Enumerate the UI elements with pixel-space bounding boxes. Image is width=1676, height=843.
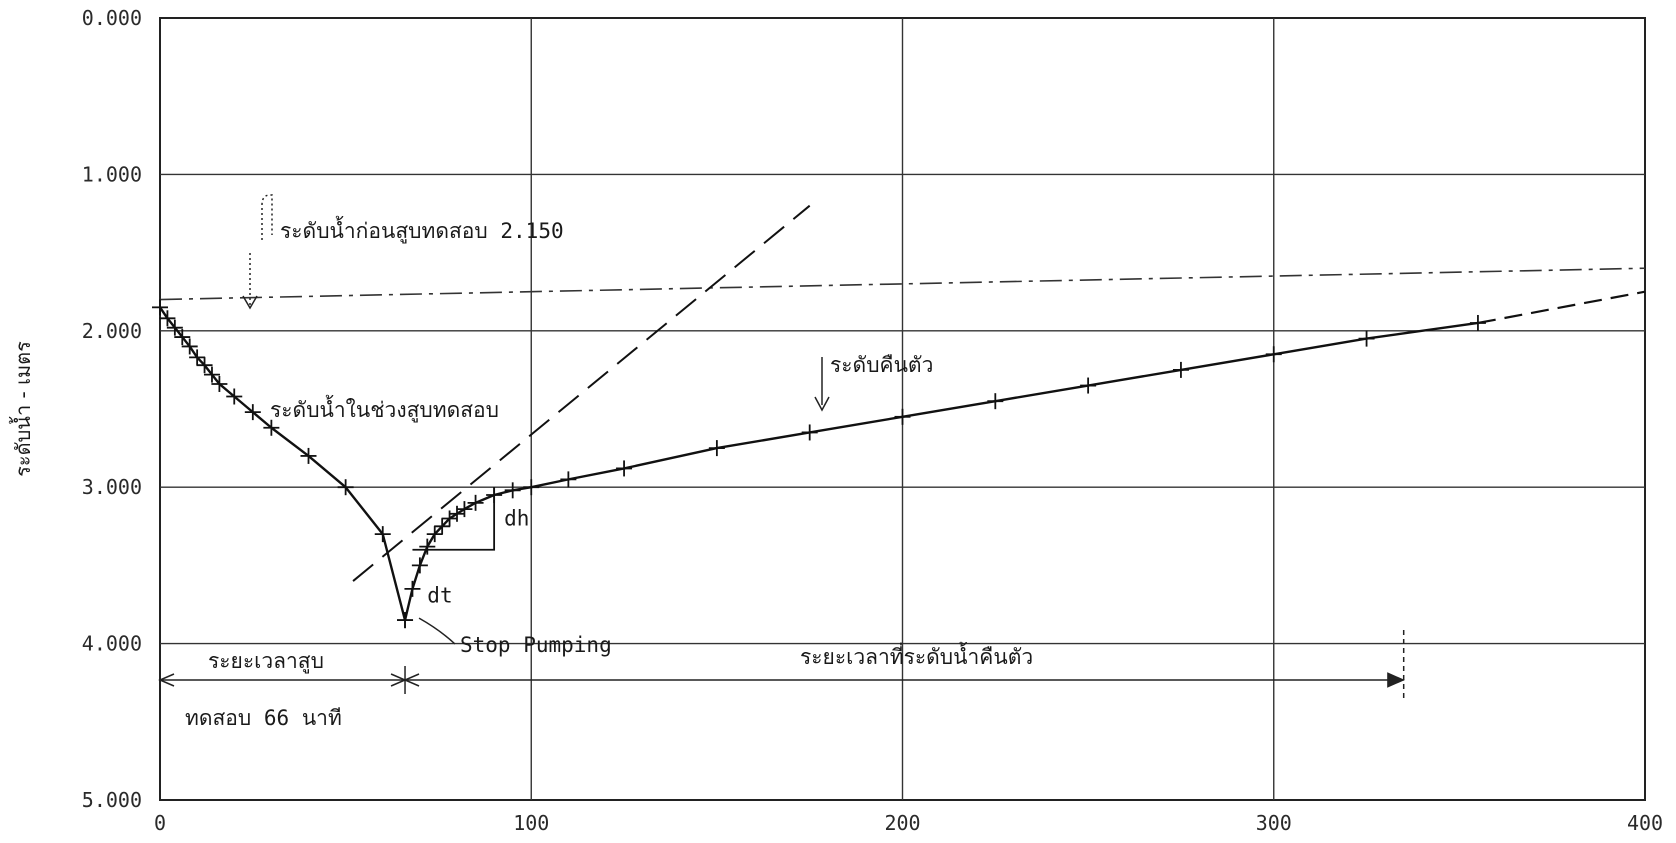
data-point [434, 518, 451, 535]
static-level-leader [261, 194, 273, 240]
y-tick-label: 2.000 [82, 319, 142, 343]
data-point [174, 329, 191, 346]
recovery-duration-label: ระยะเวลาที่ระดับน้ำคืนตัว [800, 642, 1033, 669]
stop-pumping-leader [418, 617, 456, 645]
annotations: ระดับน้ำก่อนสูบทดสอบ 2.150 ระดับน้ำในช่วง… [158, 194, 1405, 730]
y-tick-label: 5.000 [82, 788, 142, 812]
x-tick-label: 300 [1256, 811, 1292, 835]
x-tick-label: 400 [1627, 811, 1663, 835]
data-point [616, 460, 633, 477]
data-point [203, 366, 220, 383]
tangent-line [352, 204, 811, 582]
data-point [411, 557, 428, 574]
tick-labels: 0 100 200 300 400 0.000 1.000 2.000 3.000 4.000 5.… [9, 6, 1663, 835]
data-point [374, 526, 391, 543]
pumping-curve-label: ระดับน้ำในช่วงสูบทดสอบ [270, 395, 499, 423]
data-point [419, 538, 436, 555]
data-point [523, 479, 540, 496]
arrow-icon [1387, 672, 1405, 688]
arrow-icon [814, 396, 830, 412]
data-point [1080, 377, 1097, 394]
data-point [166, 319, 183, 336]
data-point [708, 440, 725, 457]
data-point [467, 494, 484, 511]
data-point [152, 299, 168, 316]
static-level-line [159, 267, 1646, 301]
dt-label: dt [427, 584, 452, 608]
data-point [1469, 314, 1486, 331]
reference-level-line [159, 267, 1646, 301]
data-point [449, 505, 465, 522]
recovery-curve-label: ระดับคืนตัว [830, 353, 933, 377]
data-point [1358, 330, 1375, 347]
y-tick-label: 4.000 [82, 632, 142, 656]
dh-dt-triangle [412, 487, 496, 551]
recovery-extrapolation [1477, 290, 1646, 325]
x-tick-label: 100 [513, 811, 549, 835]
data-markers [152, 299, 1486, 629]
recovery-curve [403, 321, 1479, 621]
data-curves [159, 290, 1646, 621]
data-point [300, 447, 317, 464]
arrow-icon [242, 295, 258, 310]
x-tick-label: 200 [884, 811, 920, 835]
arrow-icon [158, 673, 175, 687]
data-point [456, 501, 473, 518]
data-point [987, 393, 1004, 410]
static-level-label: ระดับน้ำก่อนสูบทดสอบ 2.150 [280, 216, 564, 244]
data-point [404, 580, 421, 597]
arrow-icon [403, 673, 420, 687]
data-point [159, 310, 176, 327]
data-point [337, 479, 354, 496]
pumping-curve [159, 306, 407, 621]
data-point [244, 404, 261, 421]
data-point [1172, 361, 1189, 378]
data-point [426, 526, 443, 543]
data-point [560, 471, 577, 488]
y-tick-label: 0.000 [82, 6, 142, 30]
dh-label: dh [504, 506, 529, 530]
y-tick-label: 1.000 [82, 162, 142, 186]
data-point [397, 612, 414, 629]
pump-duration-label-2: ทดสอบ 66 นาที [185, 706, 342, 730]
data-point [504, 482, 521, 499]
pump-duration-label-1: ระยะเวลาสูบ [208, 649, 324, 674]
data-point [801, 424, 818, 441]
stop-pumping-label: Stop Pumping [460, 633, 612, 657]
y-tick-label: 3.000 [82, 475, 142, 499]
y-axis-label: ระดับน้ำ - เมตร [9, 341, 35, 477]
tangent-line-dh-dt [352, 204, 811, 582]
grid-lines [159, 17, 1646, 801]
data-point [211, 375, 228, 392]
data-point [226, 388, 243, 405]
data-point [189, 349, 206, 366]
data-point [263, 419, 280, 436]
data-point [196, 357, 213, 374]
data-point [181, 338, 198, 355]
data-point [894, 408, 911, 425]
x-tick-label: 0 [154, 811, 166, 835]
data-point [1265, 346, 1282, 363]
